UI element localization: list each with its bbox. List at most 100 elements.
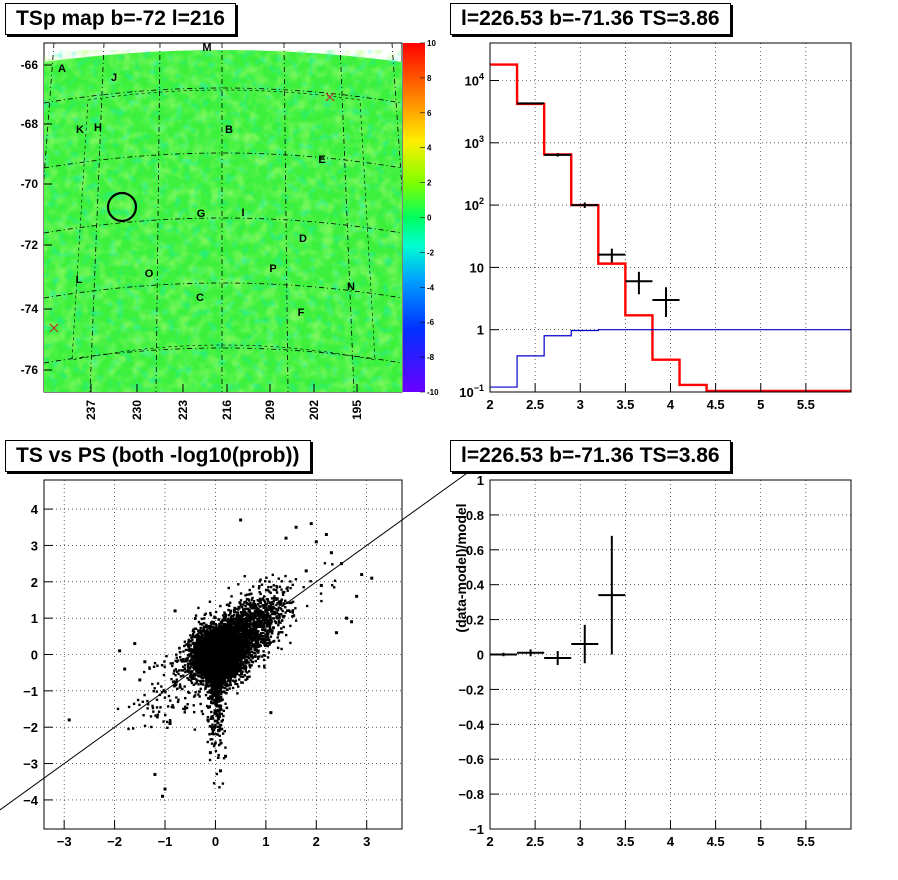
scatter-point xyxy=(216,773,218,775)
scatter-point xyxy=(280,613,282,615)
scatter-point xyxy=(193,711,195,713)
spectrum-x-tick-label: 5.5 xyxy=(797,397,815,412)
scatter-point xyxy=(179,656,181,658)
scatter-point xyxy=(289,625,291,627)
scatter-point xyxy=(165,655,167,657)
scatter-point xyxy=(241,664,243,666)
scatter-point xyxy=(272,574,274,576)
spectrum-x-tick-label: 4 xyxy=(667,397,675,412)
scatter-point xyxy=(289,642,291,644)
scatter-point xyxy=(194,627,196,629)
scatter-point xyxy=(272,640,274,642)
scatter-point xyxy=(204,687,206,689)
map-region-label: H xyxy=(94,122,102,134)
scatter-point xyxy=(261,655,263,657)
scatter-point xyxy=(255,642,257,644)
scatter-point xyxy=(242,603,244,605)
scatter-point xyxy=(216,726,218,728)
scatter-point xyxy=(217,729,219,731)
scatter-point xyxy=(180,669,182,671)
scatter-point xyxy=(262,604,264,606)
scatter-point xyxy=(278,639,280,641)
scatter-point xyxy=(219,629,221,631)
colorbar-tick-label: -4 xyxy=(427,283,435,292)
scatter-point xyxy=(239,602,241,604)
scatter-point xyxy=(239,665,241,667)
spectrum-x-tick-label: 3.5 xyxy=(616,397,634,412)
spectrum-y-tick-label: 102 xyxy=(465,196,484,213)
scatter-point xyxy=(268,651,270,653)
scatter-point xyxy=(261,584,263,586)
scatter-point xyxy=(173,670,175,672)
scatter-point xyxy=(244,679,246,681)
scatter-point xyxy=(228,587,230,589)
scatter-point xyxy=(263,599,265,601)
scatter-point xyxy=(273,627,275,629)
scatter-point xyxy=(195,614,197,616)
scatter-point xyxy=(228,605,230,607)
scatter-point xyxy=(260,641,262,643)
colorbar-tick-label: 2 xyxy=(427,179,432,188)
scatter-point xyxy=(177,699,179,701)
scatter-point xyxy=(281,580,283,582)
scatter-point xyxy=(215,750,217,752)
scatter-point xyxy=(268,624,270,626)
scatter-point xyxy=(210,711,212,713)
scatter-point xyxy=(201,618,203,620)
scatter-point xyxy=(283,591,285,593)
map-region-label: K xyxy=(76,124,84,136)
scatter-point xyxy=(220,686,222,688)
scatter-point xyxy=(275,622,277,624)
scatter-point xyxy=(144,725,146,727)
scatter-point xyxy=(260,635,262,637)
scatter-point xyxy=(184,711,186,713)
scatter-point xyxy=(193,704,195,706)
scatter-point xyxy=(185,660,187,662)
scatter-point xyxy=(189,634,191,636)
scatter-point xyxy=(179,651,181,653)
scatter-point xyxy=(151,705,153,707)
scatter-point xyxy=(192,633,194,635)
spectrum-x-tick-label: 5 xyxy=(757,397,764,412)
map-x-tick-label: 223 xyxy=(176,400,190,420)
spectrum-x-tick-label: 4.5 xyxy=(707,397,725,412)
scatter-point xyxy=(211,723,213,725)
scatter-point xyxy=(236,692,238,694)
scatter-point xyxy=(245,670,247,672)
scatter-point xyxy=(211,715,213,717)
scatter-point xyxy=(182,650,184,652)
scatter-point xyxy=(169,719,171,721)
scatter-point xyxy=(193,684,195,686)
scatter-point xyxy=(231,618,233,620)
scatter-point xyxy=(184,667,186,669)
scatter-point xyxy=(166,721,168,723)
map-y-tick-label: -74 xyxy=(21,302,39,316)
scatter-point xyxy=(243,601,245,603)
scatter-point xyxy=(219,672,221,674)
scatter-point xyxy=(282,626,284,628)
scatter-point xyxy=(292,584,294,586)
scatter-point xyxy=(222,719,224,721)
scatter-point xyxy=(178,669,180,671)
scatter-point xyxy=(295,578,297,580)
scatter-point xyxy=(258,655,260,657)
scatter-point xyxy=(333,586,335,588)
scatter-point xyxy=(207,691,209,693)
spectrum-y-tick-label: 1 xyxy=(477,323,484,338)
scatter-point xyxy=(281,598,283,600)
scatter-point xyxy=(207,741,209,743)
map-region-label: C xyxy=(196,292,204,304)
scatter-point xyxy=(164,696,166,698)
scatter-point xyxy=(184,641,186,643)
map-region-label: M xyxy=(202,42,211,54)
scatter-point xyxy=(225,692,227,694)
scatter-point xyxy=(324,562,326,564)
scatter-point xyxy=(280,603,282,605)
scatter-point xyxy=(246,602,248,604)
scatter-point xyxy=(133,703,135,705)
scatter-point xyxy=(306,605,308,607)
scatter-point xyxy=(287,589,289,591)
scatter-point xyxy=(209,601,211,603)
scatter-point xyxy=(284,575,286,577)
scatter-point xyxy=(280,588,282,590)
